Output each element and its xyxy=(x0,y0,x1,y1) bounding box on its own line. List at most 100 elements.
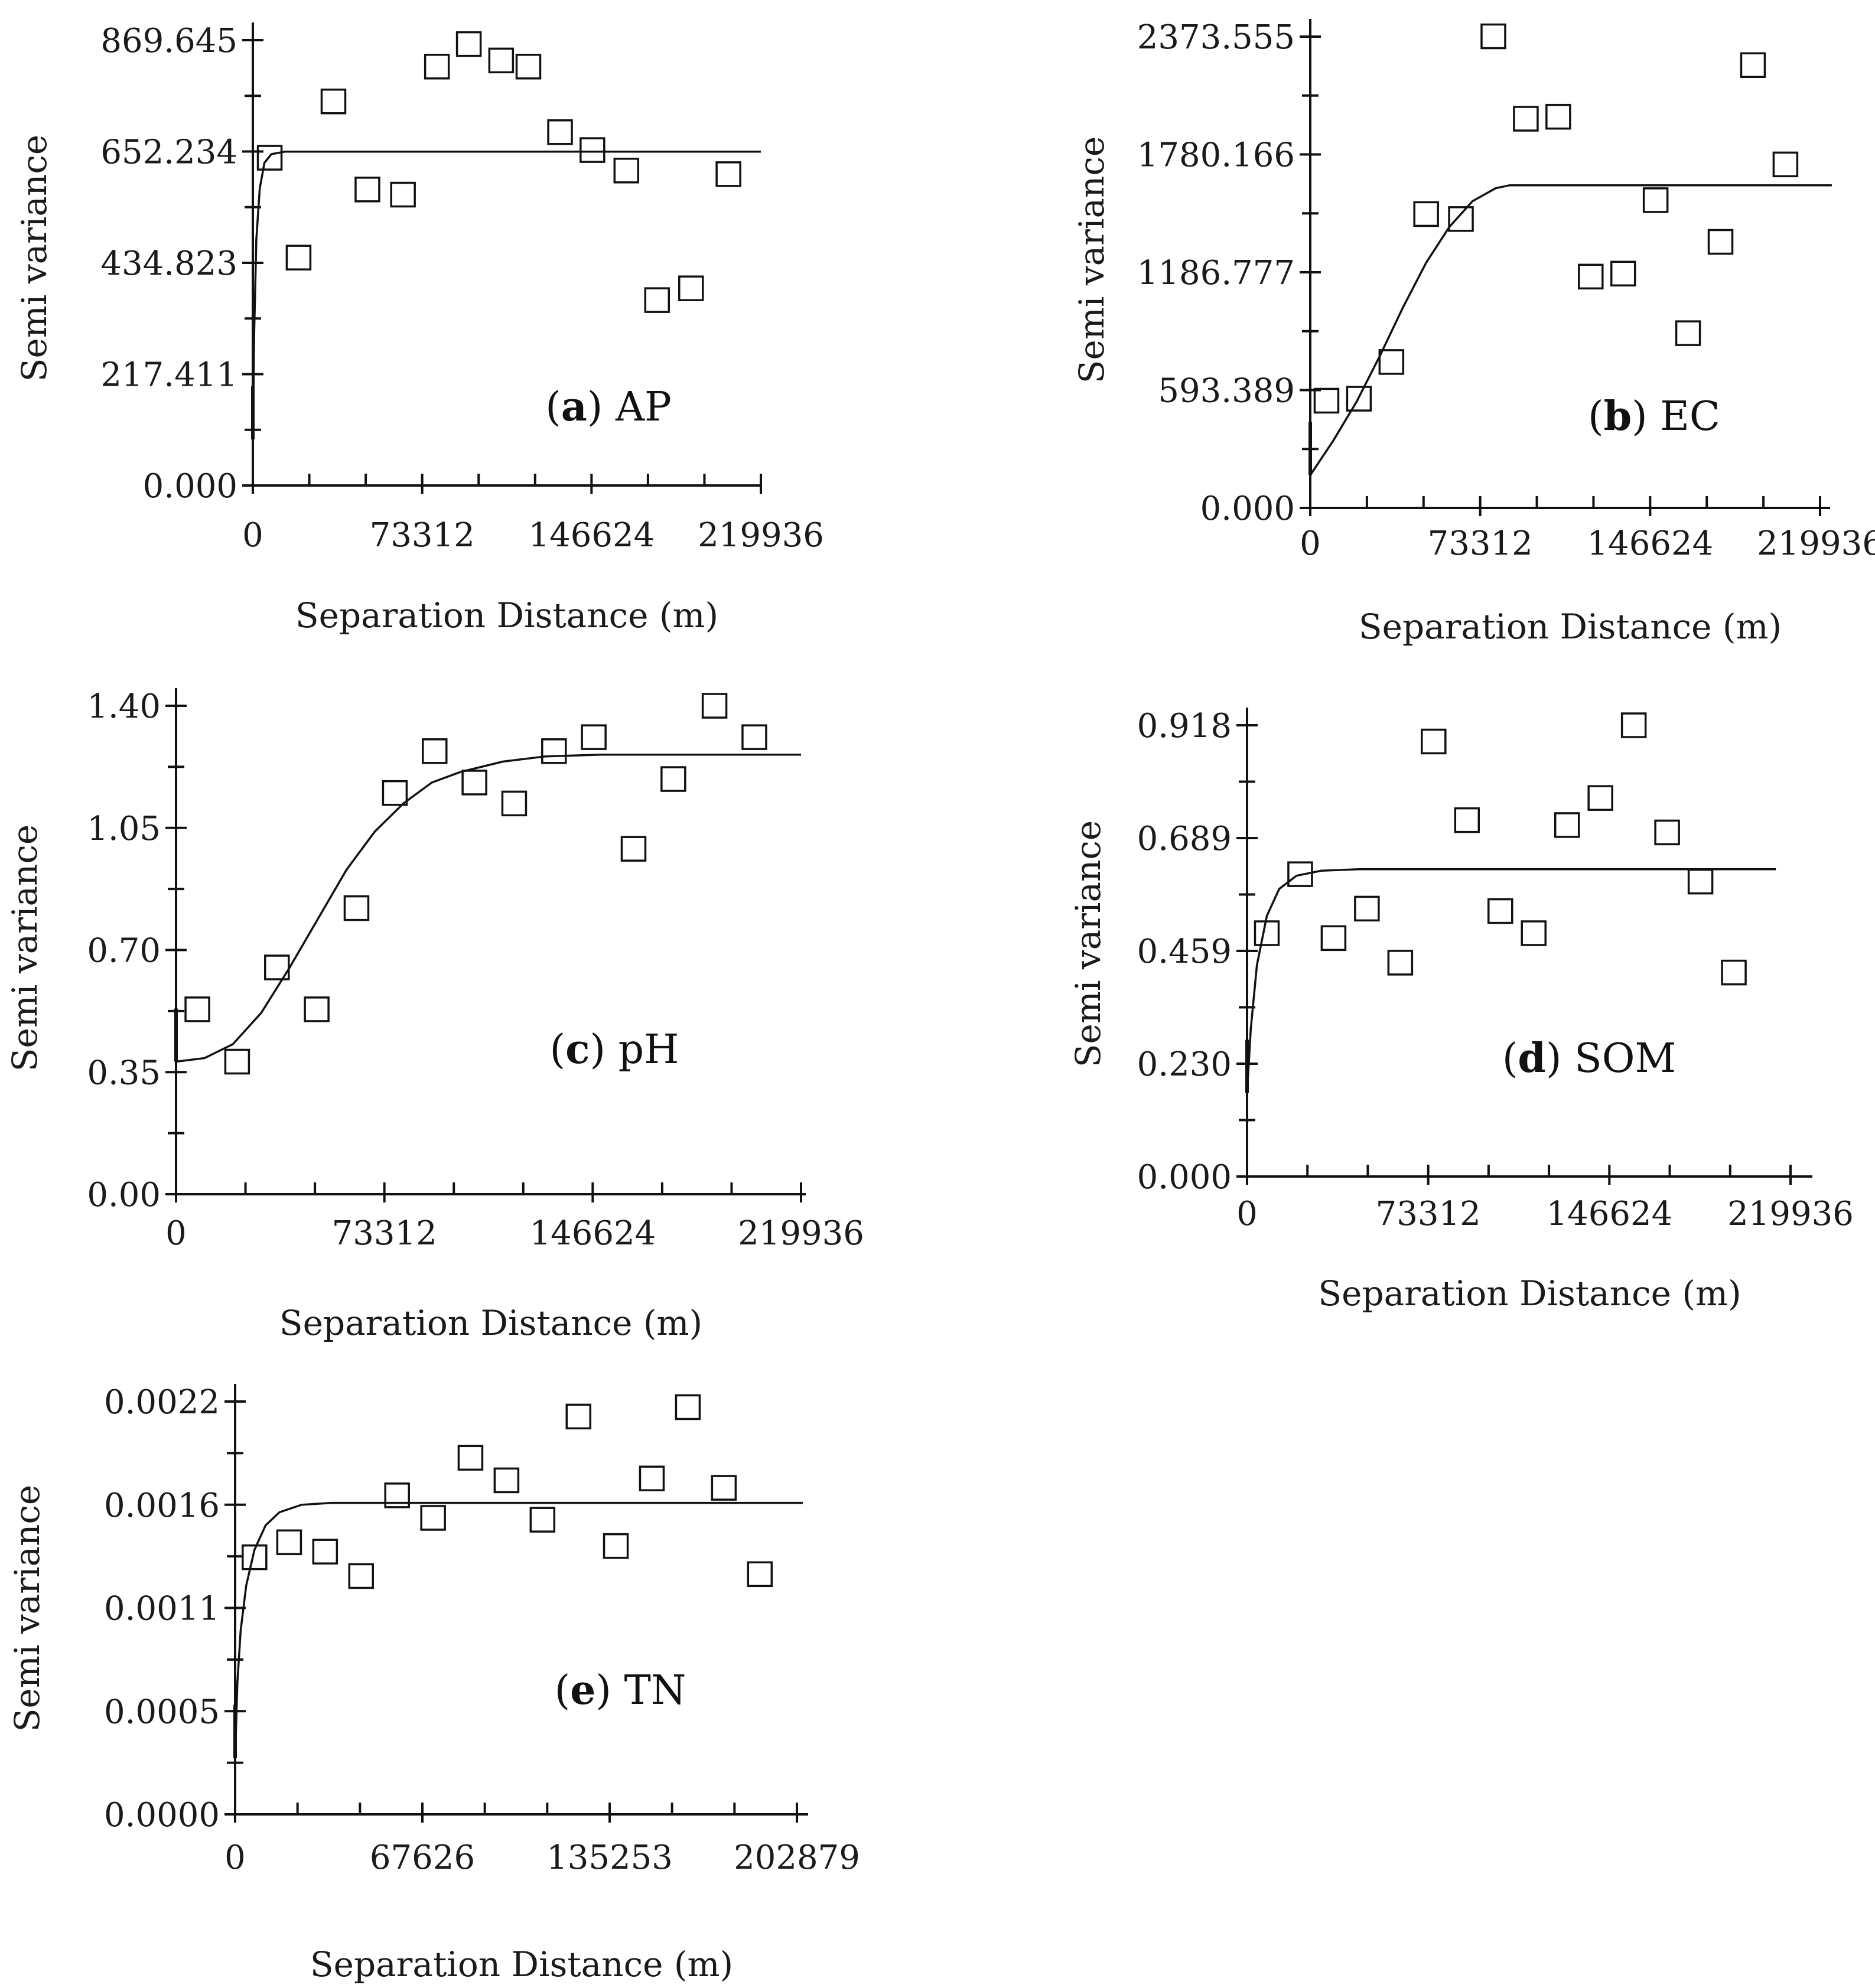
data-point xyxy=(1772,151,1799,178)
y-tick-label: 1780.166 xyxy=(1137,136,1295,175)
y-tick-label: 0.000 xyxy=(1137,1158,1232,1197)
data-point xyxy=(675,1394,701,1420)
panel-letter: a xyxy=(561,383,587,431)
data-point xyxy=(580,137,606,163)
data-point xyxy=(1448,206,1474,232)
x-tick-label: 73312 xyxy=(370,516,475,555)
y-axis-title: Semi variance xyxy=(14,135,54,382)
model-fit-line xyxy=(175,753,801,1063)
y-tick-label: 0.000 xyxy=(143,467,237,506)
y-tick-label: 1.05 xyxy=(87,810,161,848)
y-tick-label: 1186.777 xyxy=(1137,254,1295,292)
data-point xyxy=(1521,920,1547,946)
y-tick-label: 0.0005 xyxy=(104,1693,220,1731)
y-tick-label: 0.35 xyxy=(87,1054,161,1092)
panel-letter: b xyxy=(1604,393,1632,440)
data-point xyxy=(457,1445,484,1471)
x-tick-label: 146624 xyxy=(1587,524,1713,563)
data-point xyxy=(644,287,670,313)
data-point xyxy=(285,245,312,271)
panel-c-ph: 0.00 0.35 0.70 1.05 1.40 0 73312 146624 219936 Se… xyxy=(5,687,864,1343)
panel-d-som: 0.000 0.230 0.459 0.689 0.918 0 73312 146624 219… xyxy=(1068,707,1854,1314)
x-axis-title: Separation Distance (m) xyxy=(310,1944,733,1984)
x-tick-label: 0 xyxy=(1236,1195,1258,1233)
data-point xyxy=(660,766,686,792)
data-point xyxy=(1320,925,1347,951)
panel-letter: e xyxy=(570,1667,595,1714)
x-tick-label: 219936 xyxy=(698,516,824,555)
x-axis-title: Separation Distance (m) xyxy=(279,1303,702,1343)
data-point xyxy=(1378,349,1405,375)
y-tick-label: 434.823 xyxy=(100,245,237,283)
y-tick-label: 0.0000 xyxy=(104,1796,220,1834)
data-point xyxy=(613,158,640,184)
data-point xyxy=(1254,920,1280,946)
panel-name: EC xyxy=(1660,393,1720,440)
y-axis-title: Semi variance xyxy=(7,1485,47,1732)
data-point xyxy=(320,88,347,115)
data-point xyxy=(390,181,416,208)
data-point xyxy=(242,1544,268,1570)
data-point xyxy=(515,54,542,80)
data-point xyxy=(603,1533,629,1559)
x-tick-label: 146624 xyxy=(529,1214,656,1253)
y-tick-label: 652.234 xyxy=(100,133,237,172)
y-tick-label: 0.0011 xyxy=(104,1590,220,1628)
panel-name: AP xyxy=(615,384,672,431)
data-point xyxy=(1421,728,1447,755)
x-tick-label: 202879 xyxy=(734,1839,860,1877)
panel-label: (e) TN xyxy=(555,1667,686,1714)
x-tick-label: 135253 xyxy=(546,1839,673,1877)
panel-label: (c) pH xyxy=(550,1026,679,1073)
data-point xyxy=(547,119,573,145)
data-point xyxy=(256,145,283,171)
data-point xyxy=(488,47,515,74)
y-tick-label: 0.70 xyxy=(87,932,161,970)
data-point xyxy=(1620,712,1647,738)
model-fit-line xyxy=(1309,184,1832,476)
x-axis-title: Separation Distance (m) xyxy=(295,595,718,635)
data-point xyxy=(382,780,408,806)
data-point xyxy=(184,996,210,1022)
y-tick-label: 0.689 xyxy=(1137,820,1232,858)
x-axis-title: Separation Distance (m) xyxy=(1318,1273,1741,1314)
y-tick-label: 0.230 xyxy=(1137,1045,1232,1084)
data-point xyxy=(354,177,380,203)
data-point xyxy=(1707,229,1734,255)
panel-b-ec: 0.000 593.389 1186.777 1780.166 2373.555 0 733… xyxy=(1072,18,1875,647)
data-point xyxy=(1545,103,1571,130)
data-point xyxy=(1740,52,1766,79)
y-tick-label: 0.000 xyxy=(1200,490,1295,528)
data-point xyxy=(1587,785,1613,811)
y-tick-label: 0.0022 xyxy=(104,1383,220,1422)
data-point xyxy=(424,54,450,80)
data-point xyxy=(1313,387,1340,414)
data-point xyxy=(1287,861,1313,887)
x-tick-label: 73312 xyxy=(1376,1195,1481,1233)
data-point xyxy=(620,836,647,862)
y-tick-label: 217.411 xyxy=(100,356,237,395)
data-point xyxy=(701,693,728,719)
data-point xyxy=(461,770,487,796)
y-tick-label: 0.00 xyxy=(87,1176,161,1214)
data-point xyxy=(1721,959,1747,986)
data-point xyxy=(715,161,741,187)
data-point xyxy=(711,1475,737,1501)
y-axis-title: Semi variance xyxy=(1068,820,1108,1067)
data-point xyxy=(276,1529,302,1556)
y-tick-label: 0.918 xyxy=(1137,707,1232,745)
x-tick-label: 73312 xyxy=(332,1214,437,1253)
data-point xyxy=(741,724,767,750)
y-tick-label: 2373.555 xyxy=(1137,18,1295,57)
data-point xyxy=(1454,807,1480,833)
x-axis-title: Separation Distance (m) xyxy=(1359,607,1782,647)
model-fit-line xyxy=(234,1501,803,1758)
x-tick-label: 146624 xyxy=(1546,1195,1672,1233)
data-point xyxy=(1487,898,1513,924)
x-tick-label: 146624 xyxy=(528,516,655,555)
data-point xyxy=(348,1563,375,1589)
panel-label: (d) SOM xyxy=(1502,1035,1676,1082)
x-tick-label: 67626 xyxy=(370,1839,475,1877)
data-point xyxy=(1675,320,1701,346)
x-tick-label: 219936 xyxy=(1727,1195,1854,1233)
